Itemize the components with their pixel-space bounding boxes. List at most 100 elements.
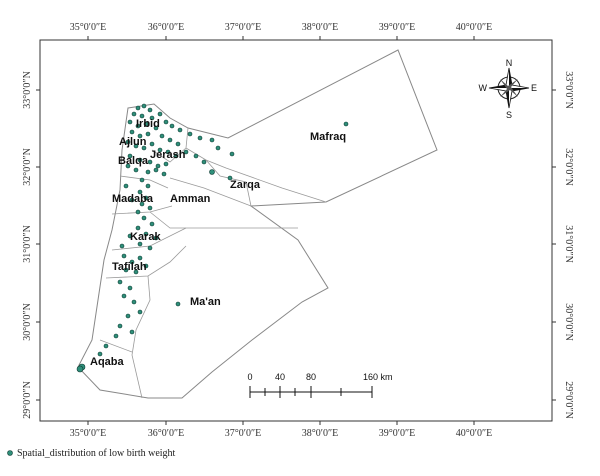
right-tick-label: 33°0′0″N [563,71,574,109]
lbw-point [227,175,233,181]
left-tick-label: 33°0′0″N [22,71,33,109]
scale-bar: 0 40 80 160 km [247,372,393,398]
label-jerash: Jerash [150,149,186,161]
lbw-point [149,115,155,121]
left-tick-labels: 33°0′0″N 32°0′0″N 31°0′0″N 30°0′0″N 29°0… [22,71,33,419]
lbw-point [173,153,179,159]
lbw-point [131,299,137,305]
compass-diagonals [500,79,518,97]
left-tick-label: 32°0′0″N [22,148,33,186]
lbw-point [127,153,133,159]
lbw-point [161,171,167,177]
label-maan: Ma'an [190,296,221,308]
lbw-point [147,245,153,251]
lbw-point [209,137,215,143]
governorate-labels: Irbid Ajlun Jerash Balqa Mafraq Zarqa Ma… [90,118,346,368]
lbw-point [125,139,131,145]
lbw-point [113,333,119,339]
lbw-point [125,313,131,319]
top-tick-label: 35°0′0″E [70,22,106,33]
right-tick-label: 32°0′0″N [563,148,574,186]
label-balqa: Balqa [118,155,149,167]
compass-n: N [506,58,513,68]
top-tick-label: 40°0′0″E [456,22,492,33]
label-karak: Karak [130,231,161,243]
top-tick-labels: 35°0′0″E 36°0′0″E 37°0′0″E 38°0′0″E 39°0… [70,22,492,33]
lbw-point [129,329,135,335]
label-zarqa: Zarqa [230,179,261,191]
lbw-point [125,163,131,169]
lbw-point [153,167,159,173]
bottom-tick-label: 35°0′0″E [70,428,106,439]
lbw-point [133,269,139,275]
lbw-point [157,111,163,117]
lbw-point [155,163,161,169]
legend-swatch [7,450,13,456]
label-ajlun: Ajlun [119,136,147,148]
compass-s: S [506,110,512,120]
lbw-point [343,121,349,127]
lbw-point [97,351,103,357]
right-tick-labels: 33°0′0″N 32°0′0″N 31°0′0″N 30°0′0″N 29°0… [563,71,574,419]
lbw-point [135,105,141,111]
top-tick-label: 37°0′0″E [225,22,261,33]
lbw-point [201,159,207,165]
lbw-point [141,145,147,151]
lbw-point [145,169,151,175]
top-tick-label: 39°0′0″E [379,22,415,33]
lbw-point [103,343,109,349]
lbw-point [143,195,149,201]
compass-e: E [531,83,537,93]
label-mafraq: Mafraq [310,131,346,143]
lbw-point [139,113,145,119]
lbw-point [129,197,135,203]
bottom-tick-labels: 35°0′0″E 36°0′0″E 37°0′0″E 38°0′0″E 39°0… [70,428,492,439]
point-layer [76,103,349,373]
bottom-tick-label: 40°0′0″E [456,428,492,439]
lbw-point [143,121,149,127]
scale-label: 0 [247,372,252,382]
lbw-point [145,131,151,137]
lbw-point [175,301,181,307]
top-tick-label: 36°0′0″E [148,22,184,33]
lbw-point [121,253,127,259]
bottom-tick-label: 38°0′0″E [302,428,338,439]
lbw-point [159,133,165,139]
lbw-point [163,161,169,167]
lbw-point [183,149,189,155]
lbw-point [121,293,127,299]
bottom-tick-label: 39°0′0″E [379,428,415,439]
lbw-point [129,259,135,265]
lbw-point [167,137,173,143]
compass-w: W [479,83,488,93]
lbw-point [123,267,129,273]
lbw-point [137,189,143,195]
left-tick-label: 30°0′0″N [22,303,33,341]
lbw-point [193,153,199,159]
left-tick-label: 31°0′0″N [22,225,33,263]
label-amman: Amman [170,193,211,205]
right-tick-label: 31°0′0″N [563,225,574,263]
lbw-point [197,135,203,141]
lbw-point [127,233,133,239]
scale-label: 40 [275,372,285,382]
legend: Spatial_distribution of low birth weight [7,448,176,459]
lbw-point [149,221,155,227]
lbw-point [137,157,143,163]
lbw-point [165,149,171,155]
lbw-point [76,365,84,373]
lbw-point [133,143,139,149]
left-tick-label: 29°0′0″N [22,381,33,419]
lbw-point [119,243,125,249]
lbw-point [153,235,159,241]
lbw-point [143,263,149,269]
lbw-point [169,123,175,129]
lbw-point [149,141,155,147]
lbw-point [175,141,181,147]
scale-label: 160 km [363,372,393,382]
lbw-point [137,133,143,139]
lbw-point [143,231,149,237]
bottom-tick-label: 37°0′0″E [225,428,261,439]
lbw-point [135,209,141,215]
